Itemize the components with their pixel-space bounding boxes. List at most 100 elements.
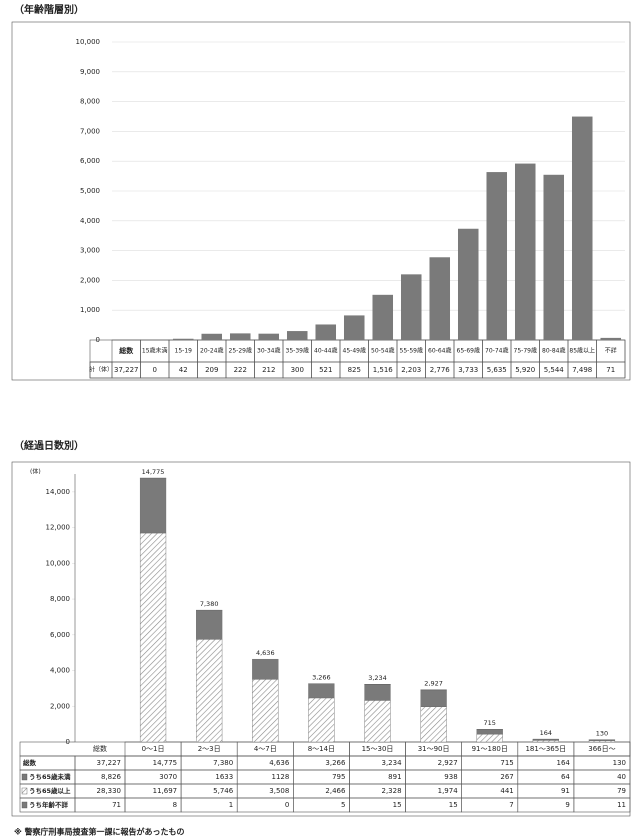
category-label: 20-24歳 [200, 347, 223, 355]
y-tick-label: 12,000 [46, 524, 71, 532]
table-value: 715 [500, 759, 513, 767]
bar-segment [364, 684, 391, 701]
bar [258, 333, 280, 340]
bar-segment [420, 706, 447, 743]
bar [372, 294, 394, 340]
y-tick-label: 7,000 [80, 127, 100, 135]
table-value: 5,920 [515, 366, 535, 374]
y-tick-label: 10,000 [76, 38, 101, 46]
table-value: 938 [444, 773, 457, 781]
table-value: 15 [449, 801, 458, 809]
table-value: 64 [561, 773, 570, 781]
table-value: 441 [500, 787, 513, 795]
table-value: 11 [617, 801, 626, 809]
bar [343, 315, 365, 340]
y-tick-label: 6,000 [80, 157, 100, 165]
table-value: 3,234 [382, 759, 403, 767]
category-label: 40-44歳 [314, 347, 337, 355]
table-value: 9 [565, 801, 569, 809]
table-value: 5,635 [487, 366, 507, 374]
category-label: 30-34歳 [257, 347, 280, 355]
table-value: 71 [112, 801, 121, 809]
bar-segment [420, 689, 447, 707]
category-label: 15〜30日 [362, 745, 394, 753]
table-value: 795 [332, 773, 345, 781]
y-tick-label: 1,000 [80, 306, 100, 314]
bar-segment [308, 683, 335, 699]
table-value: 2,927 [438, 759, 458, 767]
bar [400, 274, 422, 340]
table-value: 11,697 [153, 787, 178, 795]
table-value: 2,203 [401, 366, 421, 374]
row-label: うち65歳以上 [29, 786, 71, 795]
data-label: 14,775 [142, 468, 165, 476]
y-tick-label: 2,000 [50, 702, 70, 710]
chart-frame [11, 461, 631, 817]
table-value: 28,330 [97, 787, 122, 795]
table-value: 267 [500, 773, 513, 781]
table-value: 7 [509, 801, 513, 809]
category-label: 70-74歳 [485, 347, 508, 355]
category-label: 4〜7日 [254, 745, 277, 753]
row-label: 総数 [23, 758, 37, 767]
column-header: 総数 [119, 346, 134, 355]
table-value: 42 [179, 366, 188, 374]
category-label: 31〜90日 [418, 745, 450, 753]
data-label: 3,266 [312, 674, 331, 682]
category-label: 2〜3日 [198, 745, 221, 753]
bar [315, 324, 337, 340]
table-value: 1 [229, 801, 233, 809]
data-label: 715 [484, 719, 496, 727]
table-value: 3,508 [269, 787, 289, 795]
bar [457, 228, 479, 340]
category-label: 45-49歳 [343, 347, 366, 355]
bar-segment [588, 740, 616, 743]
table-cell [573, 797, 631, 813]
table-value: 4,636 [269, 759, 290, 767]
table-value: 1633 [215, 773, 233, 781]
category-label: 8〜14日 [308, 745, 335, 753]
table-value: 5,746 [213, 787, 234, 795]
y-tick-label: 8,000 [50, 595, 70, 603]
bar [514, 163, 536, 340]
y-tick-label: 2,000 [80, 276, 100, 284]
bar [286, 331, 308, 340]
data-label: 130 [596, 730, 608, 738]
table-value: 209 [205, 366, 218, 374]
table-value: 2,328 [382, 787, 402, 795]
y-tick-label: 10,000 [46, 559, 71, 567]
table-value: 37,227 [114, 366, 139, 374]
table-value: 15 [393, 801, 402, 809]
table-value: 79 [617, 787, 626, 795]
category-label: 75-79歳 [514, 347, 537, 355]
category-label: 91〜180日 [472, 745, 508, 753]
table-value: 71 [606, 366, 615, 374]
category-label: 15-19 [175, 348, 193, 355]
chart-frame [11, 21, 631, 381]
category-label: 55-59歳 [400, 347, 423, 355]
legend-swatch [21, 801, 28, 809]
legend-swatch [21, 773, 28, 781]
table-value: 40 [617, 773, 626, 781]
data-label: 7,380 [200, 600, 219, 608]
bar-segment [196, 639, 223, 743]
table-value: 7,380 [213, 759, 233, 767]
bar [571, 116, 593, 340]
category-label: 15歳未満 [142, 347, 168, 355]
bar-segment [364, 700, 391, 743]
table-value: 3,266 [325, 759, 346, 767]
bar-segment [532, 740, 559, 743]
table-value: 521 [319, 366, 332, 374]
table-value: 8 [173, 801, 177, 809]
category-label: 25-29歳 [229, 347, 252, 355]
bar [201, 333, 223, 340]
bar [486, 172, 508, 340]
data-label: 4,636 [256, 649, 275, 657]
table-value: 8,826 [101, 773, 122, 781]
table-value: 825 [348, 366, 361, 374]
bar [429, 257, 451, 340]
table-value: 2,466 [325, 787, 346, 795]
table-value: 0 [153, 366, 157, 374]
table-value: 3070 [159, 773, 177, 781]
